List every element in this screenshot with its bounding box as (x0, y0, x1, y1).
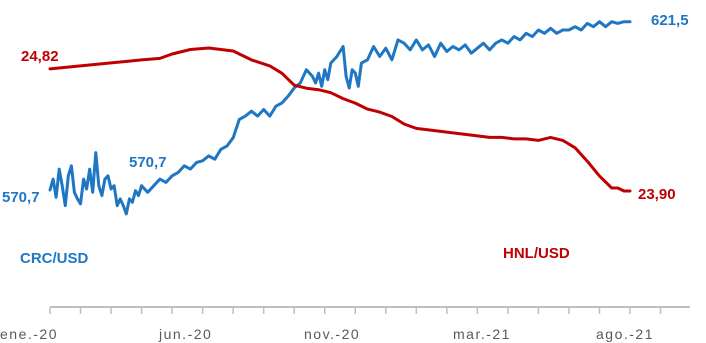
series-line-crc-usd (48, 20, 632, 216)
hnl-end-value-label: 23,90 (638, 186, 676, 203)
x-tick-label-jun-20: jun.-20 (158, 326, 212, 342)
hnl-start-value-label: 24,82 (21, 48, 59, 65)
series-name-crc-usd: CRC/USD (20, 250, 89, 267)
crc-end-value-label: 621,5 (651, 12, 689, 29)
x-tick-label-nov-20: nov.-20 (304, 326, 360, 342)
crc-mid-value-label: 570,7 (129, 154, 167, 171)
x-axis-ticks (49, 307, 662, 314)
x-tick-label-mar-21: mar.-21 (453, 326, 511, 342)
crc-start-value-label: 570,7 (2, 189, 40, 206)
series-line-hnl-usd (48, 46, 632, 193)
x-tick-label-ago-21: ago.-21 (596, 326, 654, 342)
x-tick-label-ene-20: ene.-20 (0, 326, 58, 342)
series-name-hnl-usd: HNL/USD (503, 245, 570, 262)
x-axis-tick-labels: ene.-20 jun.-20 nov.-20 mar.-21 ago.-21 (0, 326, 654, 342)
